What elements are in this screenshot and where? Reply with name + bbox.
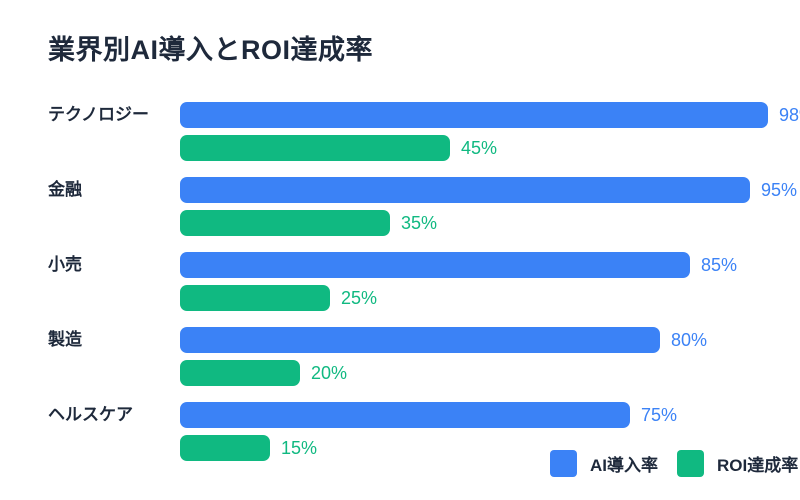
legend: AI導入率 ROI達成率 xyxy=(550,450,800,477)
bar-ai-adoption xyxy=(180,327,660,353)
bar-ai-adoption xyxy=(180,102,768,128)
bar-roi-achievement xyxy=(180,135,450,161)
category-label: テクノロジー xyxy=(48,105,149,124)
bar-roi-achievement xyxy=(180,210,390,236)
chart-title: 業界別AI導入とROI達成率 xyxy=(48,35,374,65)
value-label-roi-achievement: 35% xyxy=(401,213,438,233)
value-label-roi-achievement: 15% xyxy=(281,438,318,458)
value-label-ai-adoption: 95% xyxy=(761,180,798,200)
bar-roi-achievement xyxy=(180,285,330,311)
bar-roi-achievement xyxy=(180,360,300,386)
legend-label-roi: ROI達成率 xyxy=(717,456,799,475)
value-label-roi-achievement: 45% xyxy=(461,138,498,158)
bar-ai-adoption xyxy=(180,177,750,203)
legend-item-roi: ROI達成率 xyxy=(677,450,800,477)
legend-swatch-roi-icon xyxy=(677,450,704,477)
value-label-roi-achievement: 25% xyxy=(341,288,378,308)
legend-label-ai-adoption: AI導入率 xyxy=(590,456,658,475)
value-label-roi-achievement: 20% xyxy=(311,363,348,383)
value-label-ai-adoption: 75% xyxy=(641,405,678,425)
bar-roi-achievement xyxy=(180,435,270,461)
category-label: ヘルスケア xyxy=(48,405,133,424)
value-label-ai-adoption: 98% xyxy=(779,105,800,125)
value-label-ai-adoption: 80% xyxy=(671,330,708,350)
category-label: 小売 xyxy=(48,255,82,274)
bar-ai-adoption xyxy=(180,252,690,278)
value-label-ai-adoption: 85% xyxy=(701,255,738,275)
bar-ai-adoption xyxy=(180,402,630,428)
category-label: 製造 xyxy=(48,330,82,349)
category-label: 金融 xyxy=(48,180,82,199)
legend-swatch-ai-adoption-icon xyxy=(550,450,577,477)
legend-item-ai-adoption: AI導入率 xyxy=(550,450,664,477)
